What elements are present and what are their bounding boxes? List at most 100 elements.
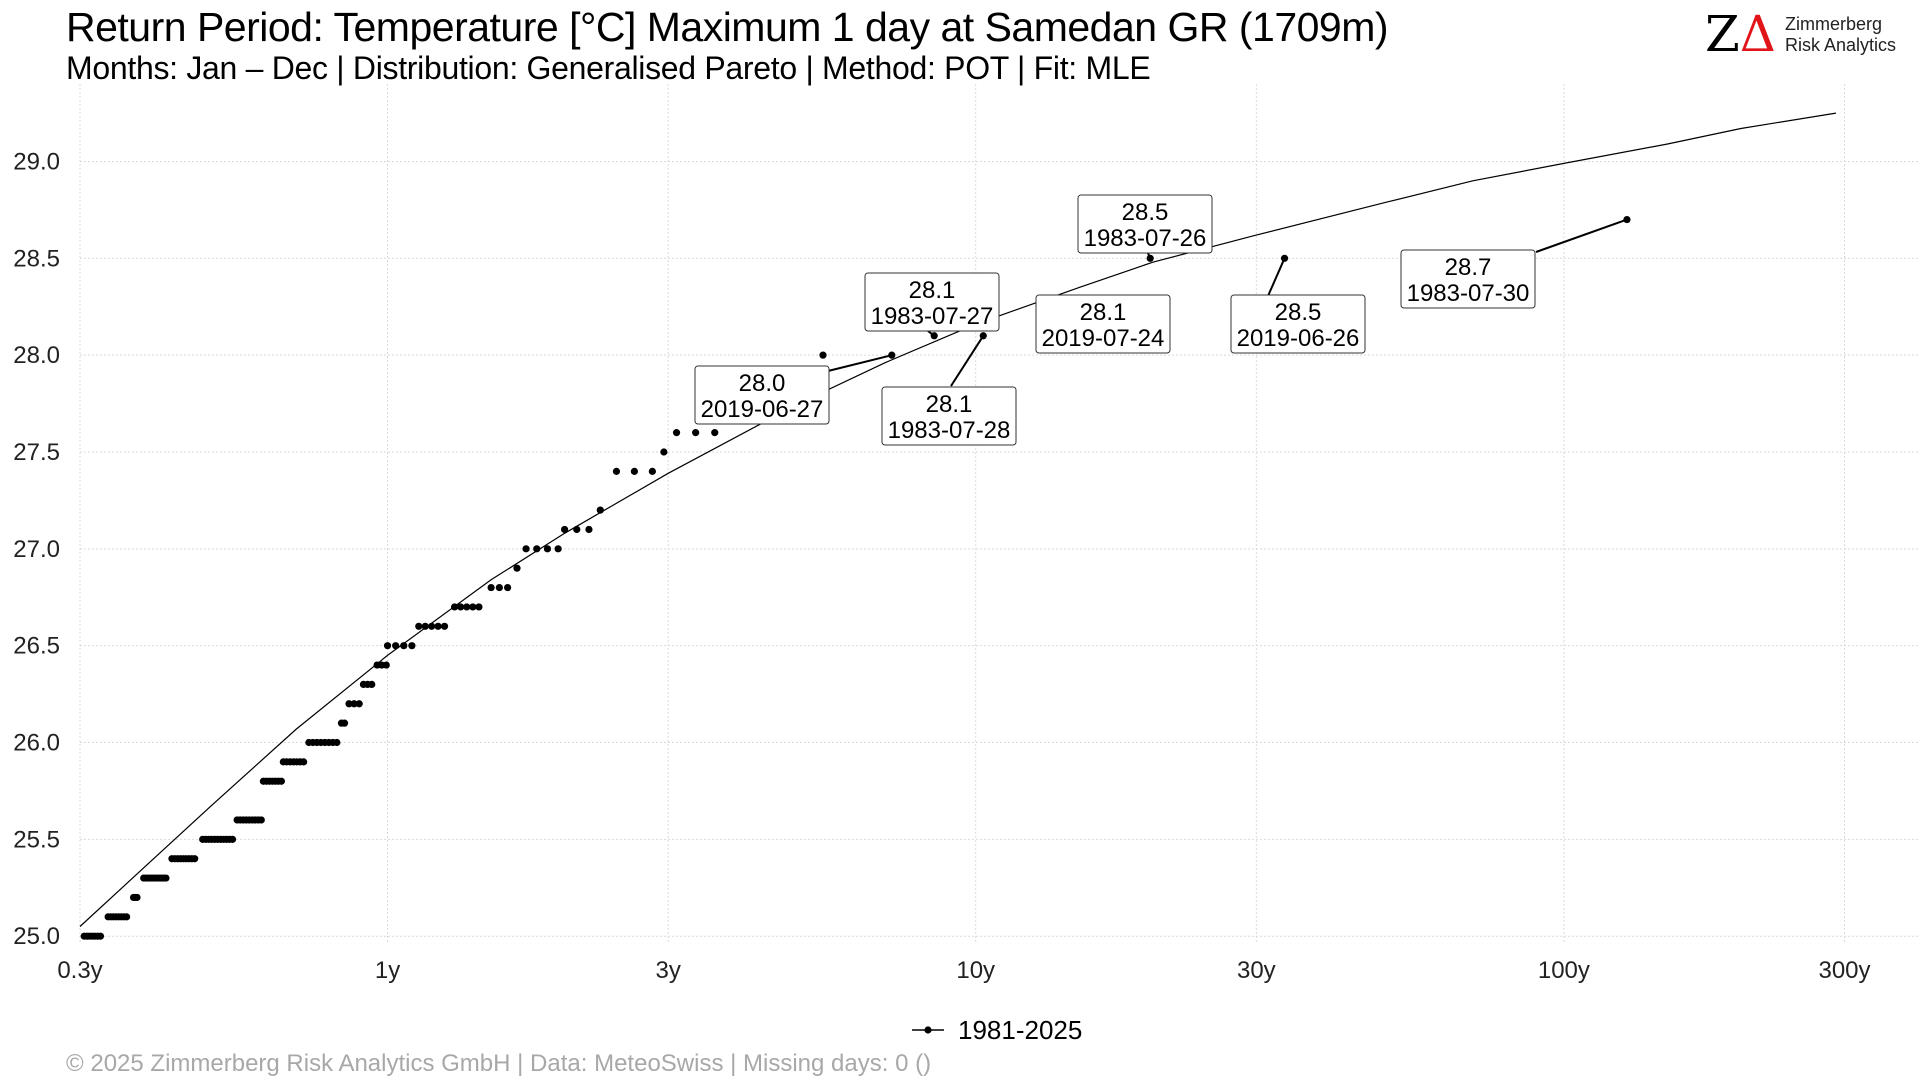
annotations-layer: 28.02019-06-2728.11983-07-2728.11983-07-… <box>694 194 1628 446</box>
annotation-date: 1983-07-28 <box>888 417 1011 444</box>
annotation-date: 1983-07-26 <box>1084 225 1207 252</box>
x-tick-label: 100y <box>1538 957 1590 984</box>
logo-wordmark: Zimmerberg Risk Analytics <box>1785 14 1896 56</box>
annotation-box <box>1400 249 1536 309</box>
data-point <box>573 525 581 534</box>
annotation-value: 28.1 <box>926 391 973 418</box>
annotation-box <box>1230 294 1366 354</box>
annotation-box <box>694 365 830 425</box>
logo-z-glyph: Z <box>1705 5 1740 63</box>
annotation-leader-line <box>827 354 893 372</box>
annotation-box <box>881 386 1017 446</box>
data-point <box>692 429 700 437</box>
annotation-value: 28.5 <box>1275 299 1322 326</box>
grid-lines <box>79 84 1918 942</box>
annotation-date: 1983-07-27 <box>871 303 994 330</box>
y-tick-label: 25.0 <box>13 923 60 950</box>
y-tick-label: 28.0 <box>13 342 60 369</box>
data-point <box>522 545 530 553</box>
fitted-curve <box>79 112 1836 927</box>
data-point <box>533 545 541 553</box>
annotation-box <box>864 272 1000 332</box>
data-point <box>421 622 429 630</box>
legend-label: 1981-2025 <box>958 1015 1082 1040</box>
data-point <box>560 525 569 534</box>
x-tick-label: 300y <box>1818 957 1870 984</box>
logo-line-1: Zimmerberg <box>1785 14 1883 34</box>
annotation-leader-line <box>950 335 985 387</box>
data-point <box>819 351 827 359</box>
data-point <box>257 816 265 824</box>
data-point <box>888 351 896 359</box>
logo-delta-glyph: Δ <box>1739 5 1776 63</box>
x-tick-label: 3y <box>655 957 680 984</box>
copyright-footer: © 2025 Zimmerberg Risk Analytics GmbH | … <box>66 1050 932 1077</box>
data-point <box>554 545 562 553</box>
y-tick-label: 27.5 <box>13 439 60 466</box>
data-point <box>400 642 408 650</box>
data-point <box>408 642 416 650</box>
data-points-layer <box>80 215 1631 940</box>
data-point <box>382 661 390 669</box>
legend: 1981-2025 <box>912 1015 1082 1040</box>
annotation-value: 28.1 <box>909 277 956 304</box>
data-point <box>543 545 552 553</box>
data-point <box>487 583 495 592</box>
annotation-value: 28.7 <box>1445 254 1492 281</box>
x-tick-label: 30y <box>1237 957 1276 984</box>
chart-subtitle: Months: Jan – Dec | Distribution: Genera… <box>66 50 1151 86</box>
data-point <box>191 855 199 863</box>
data-point <box>228 835 237 843</box>
data-point <box>440 622 449 630</box>
y-tick-label: 29.0 <box>13 148 60 175</box>
data-point <box>450 603 459 611</box>
data-point <box>711 429 719 437</box>
annotation-leader-line <box>1535 218 1628 253</box>
data-point <box>96 932 105 940</box>
data-point <box>162 874 170 882</box>
data-point <box>612 467 621 475</box>
annotation-leader-line <box>927 330 935 337</box>
data-point <box>630 467 639 475</box>
data-point <box>133 893 141 902</box>
x-tick-label: 10y <box>956 957 995 984</box>
y-tick-label: 26.0 <box>13 730 60 757</box>
annotation-value: 28.1 <box>1080 299 1127 326</box>
annotation-box <box>1077 194 1213 254</box>
data-point <box>660 448 668 456</box>
annotation-value: 28.5 <box>1122 199 1169 226</box>
x-tick-label: 0.3y <box>57 957 102 984</box>
data-point <box>345 700 353 708</box>
data-point <box>122 913 131 921</box>
data-point <box>355 700 363 708</box>
data-point <box>277 777 286 785</box>
annotation-box <box>1035 294 1171 354</box>
x-tick-label: 1y <box>375 957 400 984</box>
data-point <box>469 603 477 611</box>
data-point <box>300 758 308 766</box>
data-point <box>392 642 400 650</box>
data-point <box>475 603 483 611</box>
data-point <box>585 525 593 534</box>
data-point <box>463 603 471 611</box>
data-point <box>513 564 521 572</box>
logo-line-2: Risk Analytics <box>1785 35 1897 55</box>
data-point <box>333 738 341 747</box>
data-point <box>340 719 349 727</box>
annotation-value: 28.0 <box>739 370 786 397</box>
annotation-date: 2019-06-27 <box>701 396 824 423</box>
chart-title: Return Period: Temperature [°C] Maximum … <box>66 4 1389 50</box>
annotation-date: 2019-07-24 <box>1042 325 1165 352</box>
data-point <box>457 603 465 611</box>
legend-point-swatch <box>924 1026 932 1034</box>
return-period-chart: 28.02019-06-2728.11983-07-2728.11983-07-… <box>13 84 1918 1040</box>
data-point <box>596 506 604 514</box>
y-tick-label: 28.5 <box>13 245 60 272</box>
